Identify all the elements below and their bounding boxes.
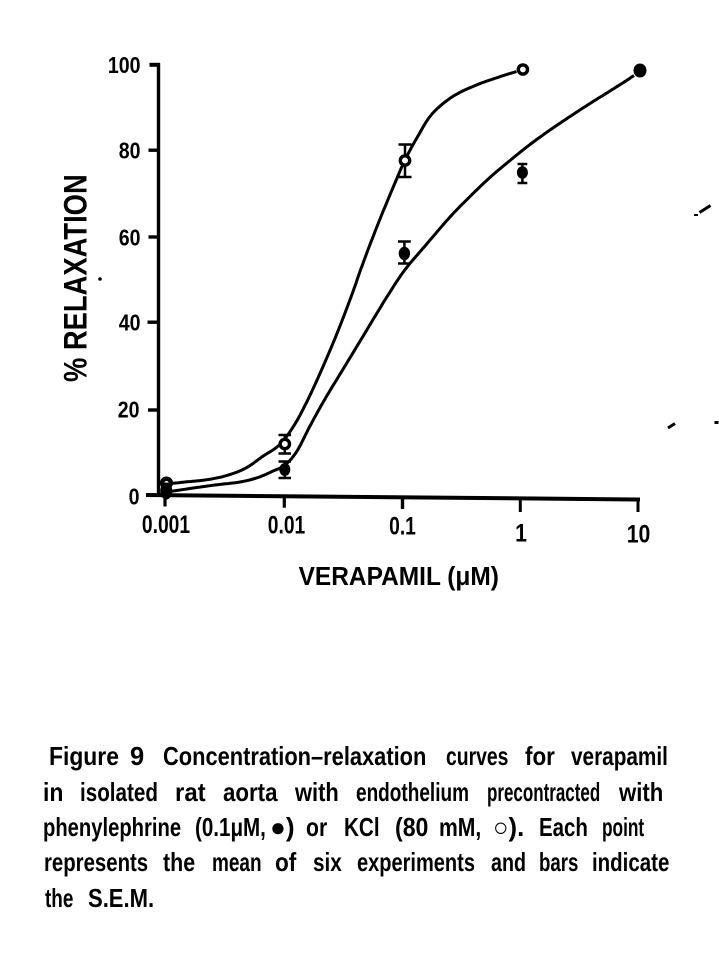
svg-text:10: 10 [627,520,651,548]
svg-text:VERAPAMIL (μM): VERAPAMIL (μM) [299,563,499,592]
svg-text:40: 40 [119,310,141,336]
svg-text:0.01: 0.01 [268,511,305,539]
svg-text:100: 100 [108,52,141,78]
svg-text:1: 1 [515,519,527,547]
svg-text:60: 60 [119,225,141,251]
svg-text:0.1: 0.1 [389,512,416,540]
svg-text:% RELAXATION: % RELAXATION [59,174,94,382]
svg-text:0: 0 [129,484,140,510]
svg-text:20: 20 [118,397,140,423]
svg-text:80: 80 [119,138,141,164]
svg-text:0.001: 0.001 [142,511,190,539]
